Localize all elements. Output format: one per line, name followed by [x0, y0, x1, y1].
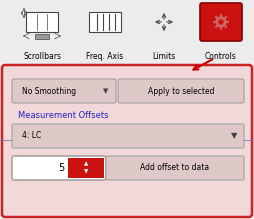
FancyBboxPatch shape [106, 156, 244, 180]
FancyBboxPatch shape [2, 65, 252, 217]
Text: Apply to selected: Apply to selected [148, 87, 214, 95]
Text: ▲: ▲ [84, 161, 88, 166]
FancyBboxPatch shape [12, 156, 106, 180]
FancyBboxPatch shape [200, 3, 242, 41]
FancyBboxPatch shape [118, 79, 244, 103]
Text: 5: 5 [58, 163, 64, 173]
Polygon shape [226, 21, 229, 23]
Text: ▼: ▼ [231, 131, 237, 141]
Circle shape [216, 17, 226, 27]
Polygon shape [215, 25, 218, 28]
Text: ▼: ▼ [84, 170, 88, 175]
Text: Measurement Offsets: Measurement Offsets [18, 111, 108, 120]
Polygon shape [224, 25, 227, 28]
Polygon shape [215, 16, 218, 19]
FancyBboxPatch shape [89, 12, 121, 32]
Text: Freq. Axis: Freq. Axis [86, 52, 124, 61]
Polygon shape [220, 14, 222, 17]
FancyBboxPatch shape [12, 124, 244, 148]
FancyBboxPatch shape [26, 12, 58, 32]
Polygon shape [224, 16, 227, 19]
FancyBboxPatch shape [12, 79, 116, 103]
Text: 4: LC: 4: LC [22, 131, 41, 141]
Text: No Smoothing: No Smoothing [22, 87, 76, 95]
FancyBboxPatch shape [68, 158, 104, 178]
Text: Scrollbars: Scrollbars [23, 52, 61, 61]
Text: Limits: Limits [152, 52, 176, 61]
Polygon shape [220, 27, 222, 30]
Polygon shape [213, 21, 216, 23]
Circle shape [219, 20, 223, 24]
FancyBboxPatch shape [35, 34, 49, 39]
Text: Add offset to data: Add offset to data [140, 164, 210, 173]
Text: ▼: ▼ [103, 88, 109, 94]
Text: Controls: Controls [205, 52, 237, 61]
